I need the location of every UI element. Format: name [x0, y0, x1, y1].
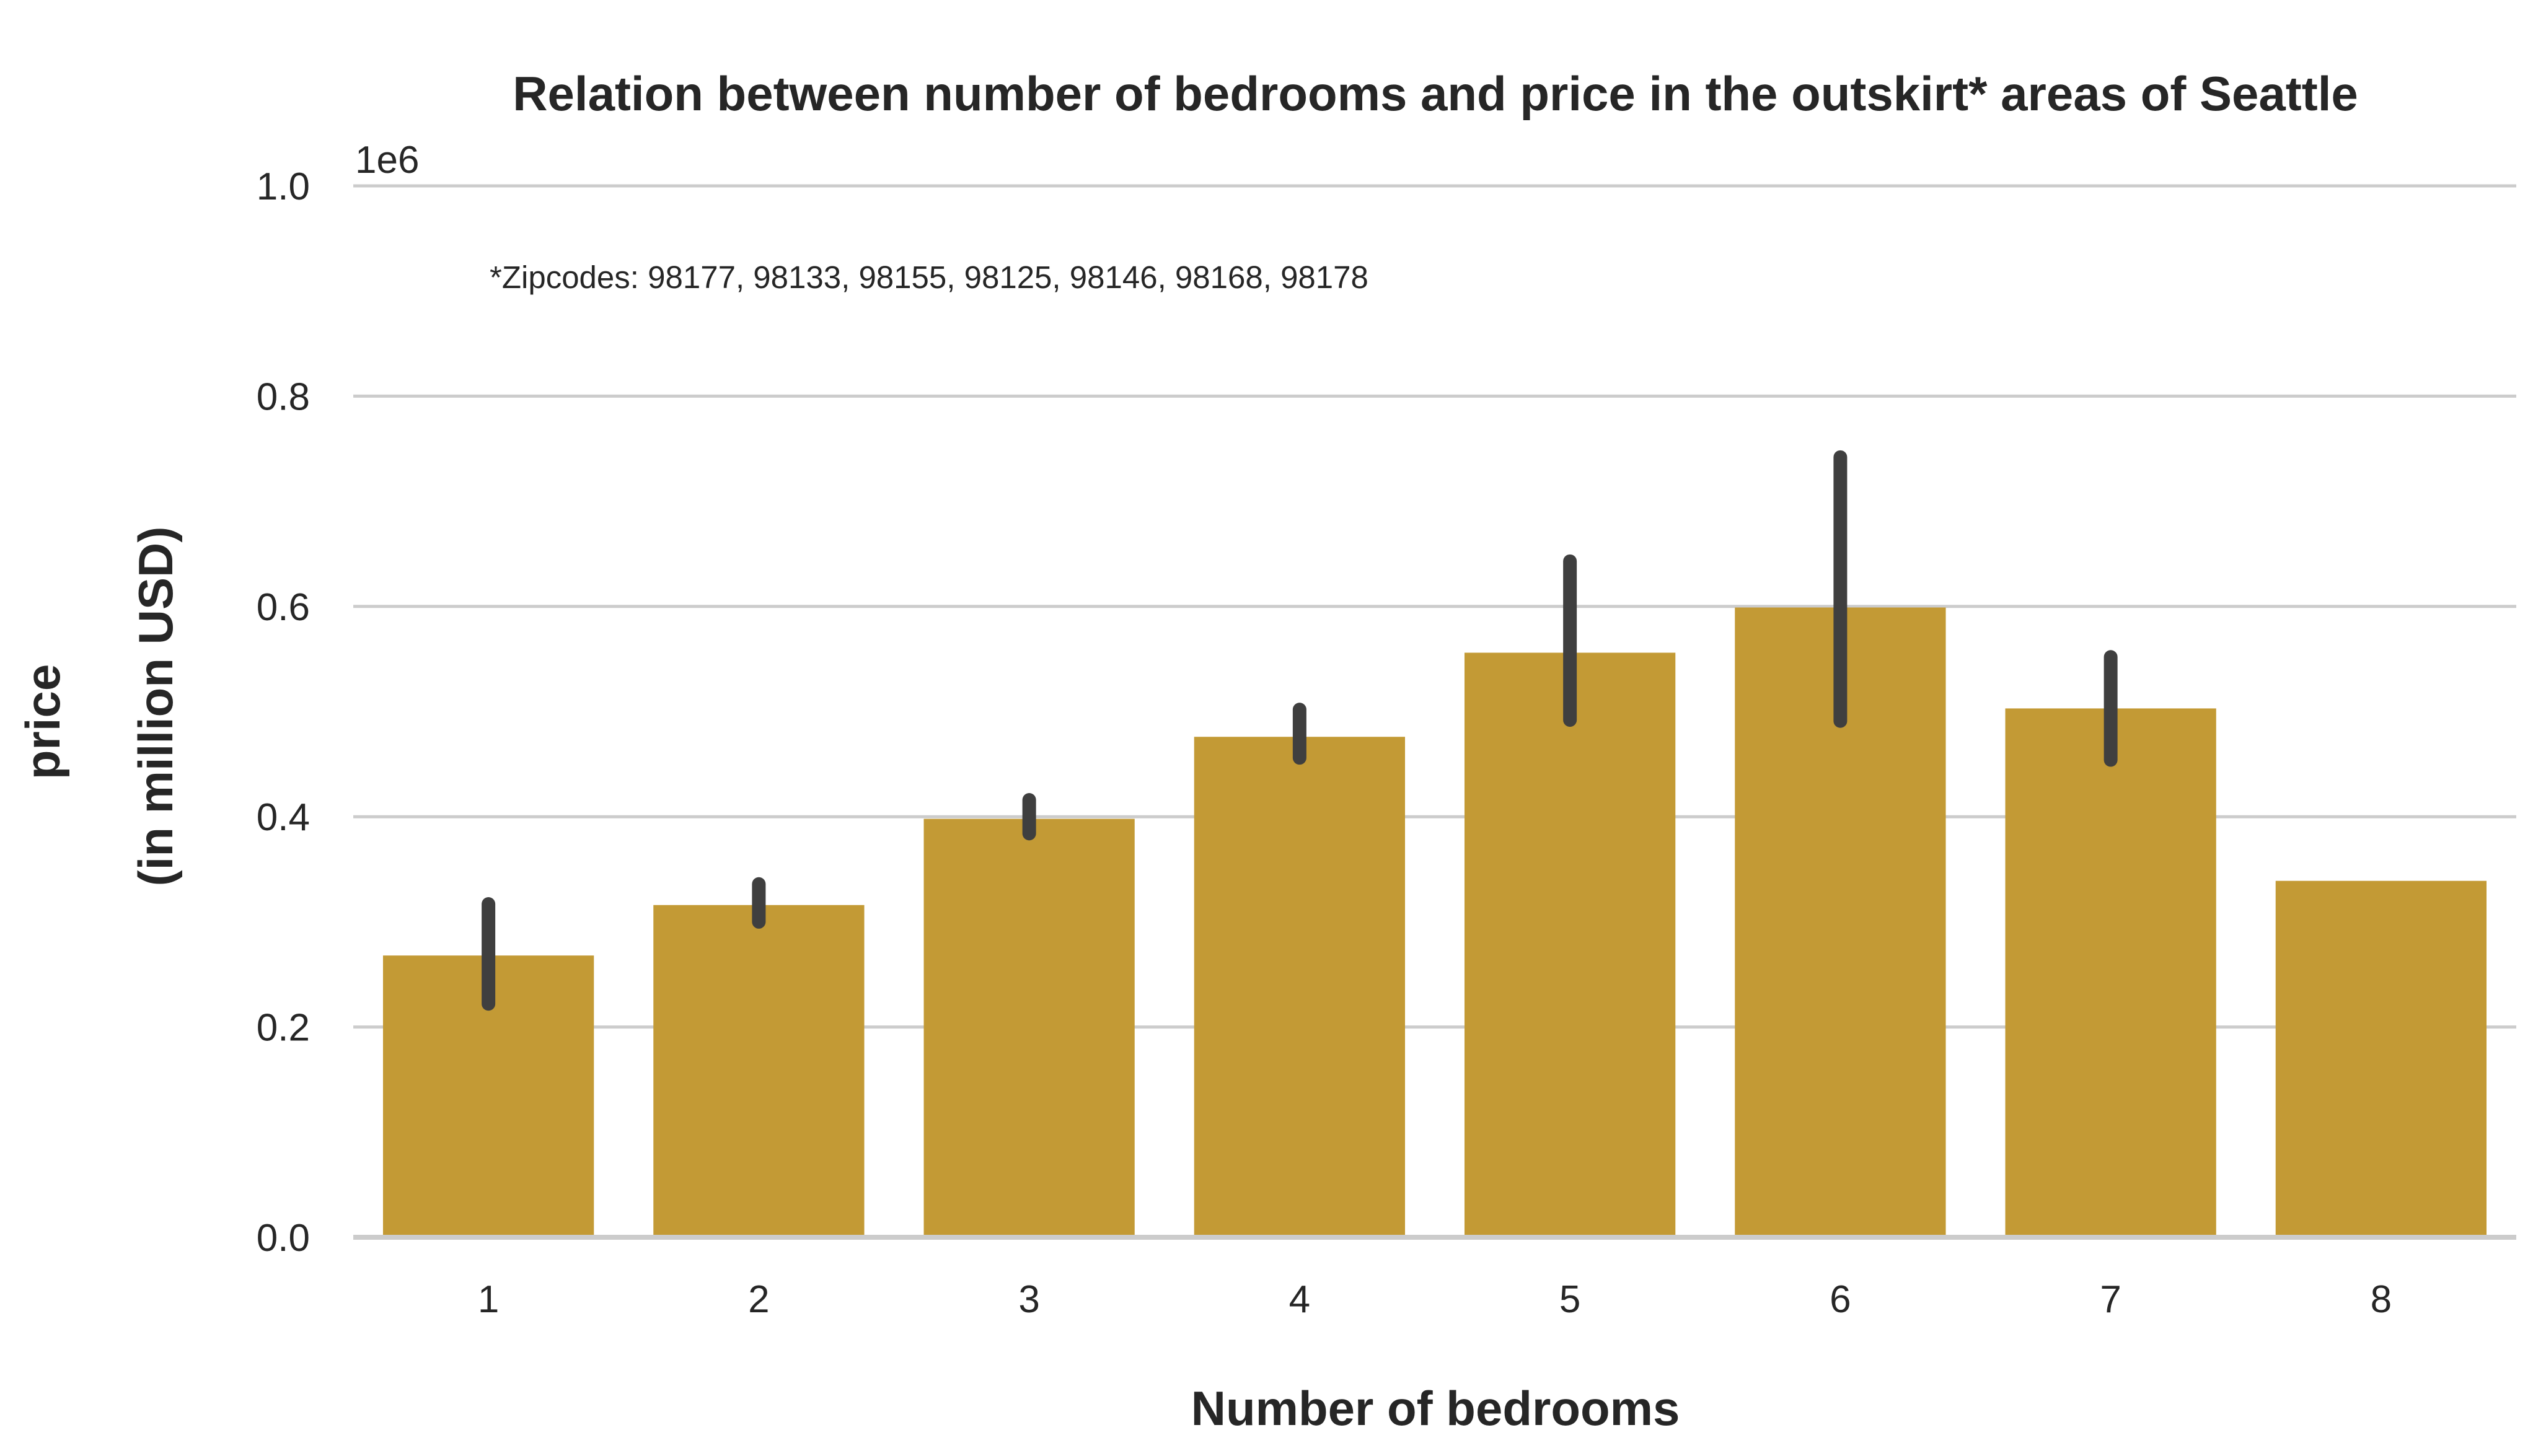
- y-tick-label: 0.4: [257, 796, 310, 839]
- y-tick-label: 0.2: [257, 1007, 310, 1050]
- y-tick-label: 0.6: [257, 586, 310, 629]
- bar-8: [2275, 880, 2487, 1237]
- bar-4: [1194, 737, 1406, 1237]
- axes: 0.0 0.2 0.4 0.6 0.8 1.0 1 2 3 4 5 6 7 8: [257, 165, 2516, 1321]
- bars: [382, 607, 2487, 1237]
- bar-7: [2005, 708, 2216, 1237]
- bar-2: [653, 905, 865, 1237]
- x-tick-label: 4: [1289, 1278, 1310, 1321]
- error-bars: [482, 450, 2118, 1011]
- y-axis-label-line-2: (in million USD): [128, 527, 183, 887]
- bar-3: [923, 818, 1135, 1237]
- chart-title: Relation between number of bedrooms and …: [513, 66, 2358, 121]
- x-tick-label: 3: [1018, 1278, 1039, 1321]
- x-tick-label: 7: [2100, 1278, 2121, 1321]
- x-tick-label: 8: [2371, 1278, 2392, 1321]
- zipcode-annotation: *Zipcodes: 98177, 98133, 98155, 98125, 9…: [490, 260, 1368, 295]
- bar-5: [1464, 652, 1676, 1237]
- x-tick-label: 2: [748, 1278, 769, 1321]
- y-tick-label: 0.8: [257, 375, 310, 418]
- x-tick-label: 6: [1830, 1278, 1851, 1321]
- y-axis-offset-label: 1e6: [355, 139, 419, 182]
- y-tick-label: 1.0: [257, 165, 310, 208]
- y-tick-label: 0.0: [257, 1217, 310, 1260]
- x-tick-label: 5: [1559, 1278, 1580, 1321]
- x-axis-label: Number of bedrooms: [1191, 1381, 1680, 1436]
- x-tick-label: 1: [478, 1278, 499, 1321]
- y-axis-label-line-1: price: [15, 664, 70, 779]
